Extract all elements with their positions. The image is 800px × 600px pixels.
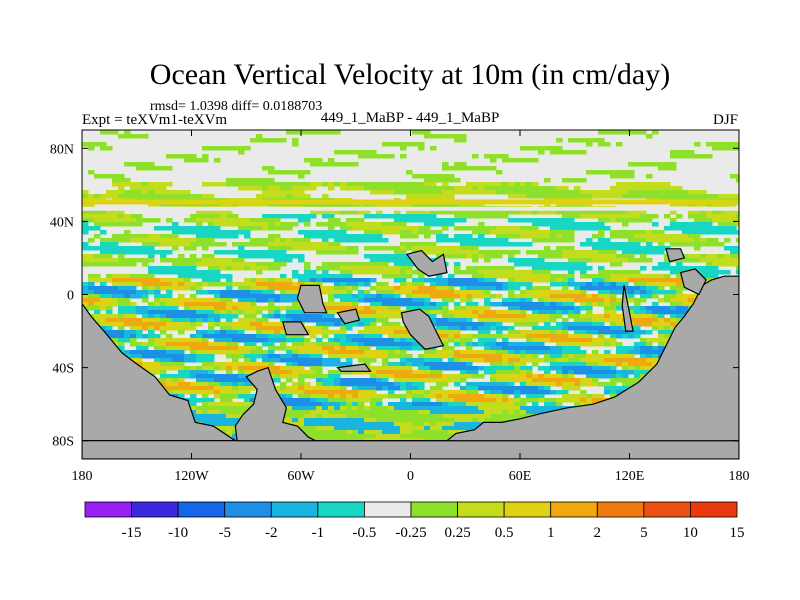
x-axis: 180 120W 60W 0 60E 120E 180 (72, 130, 750, 484)
colorbar-label: 1 (547, 525, 555, 541)
colorbar-label: -15 (122, 525, 142, 541)
land-polygon-2 (234, 366, 316, 442)
colorbar-box (224, 501, 272, 518)
chart-title: Ocean Vertical Velocity at 10m (in cm/da… (150, 58, 670, 91)
colorbar-label: 0.25 (444, 525, 470, 541)
land-mask (82, 248, 739, 459)
colorbar: -15 -10 -5 -2 -1 -0.5 -0.25 0.25 0.5 1 2 5 10 15 (84, 501, 745, 541)
colorbar-label: 10 (683, 525, 698, 541)
colorbar-box (131, 501, 179, 518)
colorbar-box (643, 501, 691, 518)
colorbar-box (503, 501, 552, 518)
x-tick-label: 60E (509, 469, 532, 484)
colorbar-box (84, 501, 132, 518)
case-label: 449_1_MaBP - 449_1_MaBP (321, 110, 500, 126)
colorbar-box (364, 501, 412, 518)
colorbar-label: -1 (312, 525, 325, 541)
map-panel (82, 130, 739, 459)
land-polygon-10 (621, 285, 634, 332)
colorbar-label: 0.5 (495, 525, 514, 541)
y-tick-label: 40S (52, 362, 74, 377)
colorbar-box (457, 501, 505, 518)
land-polygon-11 (665, 248, 686, 263)
land-polygon-3 (315, 275, 739, 442)
colorbar-label: 15 (730, 525, 745, 541)
colorbar-box (177, 501, 226, 518)
colorbar-label: 5 (640, 525, 648, 541)
x-tick-label: 180 (72, 469, 93, 484)
land-polygon-12 (679, 268, 707, 296)
y-axis: 80N 40N 0 40S 80S (50, 142, 739, 450)
stats-text: rmsd= 1.0398 diff= 0.0188703 (150, 99, 322, 114)
colorbar-box (317, 501, 365, 518)
x-tick-label: 60W (287, 469, 315, 484)
land-polygon-7 (400, 308, 445, 350)
experiment-label: Expt = teXVm1-teXVm (82, 112, 227, 128)
land-polygon-6 (336, 308, 361, 325)
colorbar-box (550, 501, 598, 518)
colorbar-label: -5 (218, 525, 231, 541)
x-tick-label: 0 (407, 469, 414, 484)
y-tick-label: 80N (50, 142, 74, 157)
land-polygon-8 (405, 249, 448, 277)
colorbar-label: -0.25 (395, 525, 426, 541)
colorbar-label: -2 (265, 525, 278, 541)
colorbar-box (690, 501, 738, 518)
colorbar-box (270, 501, 319, 518)
season-label: DJF (713, 112, 738, 128)
land-polygon-4 (296, 284, 328, 314)
colorbar-label: -10 (168, 525, 188, 541)
colorbar-label: 2 (594, 525, 602, 541)
y-tick-label: 80S (52, 435, 74, 450)
land-polygon-5 (282, 321, 310, 336)
x-tick-label: 180 (729, 469, 750, 484)
land-polygon-9 (336, 363, 372, 372)
x-tick-label: 120W (174, 469, 209, 484)
colorbar-box (410, 501, 458, 518)
y-tick-label: 0 (67, 289, 74, 304)
colorbar-box (596, 501, 645, 518)
y-tick-label: 40N (50, 215, 74, 230)
colorbar-label: -0.5 (353, 525, 377, 541)
x-tick-label: 120E (615, 469, 645, 484)
